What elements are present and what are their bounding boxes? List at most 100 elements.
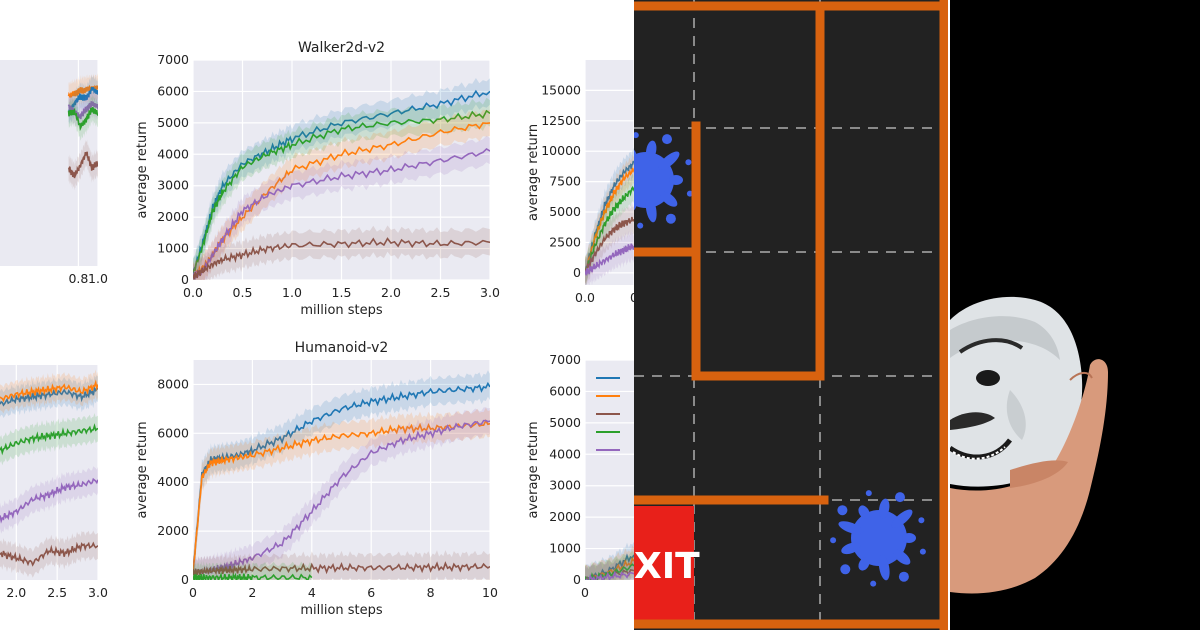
confidence-band xyxy=(193,225,490,280)
chart-left-partial-bottom: 2.0 2.5 3.0 xyxy=(0,365,108,600)
confidence-band xyxy=(193,135,490,280)
y-tick-label: 4000 xyxy=(549,446,581,461)
series-line xyxy=(193,561,490,576)
chart-left-partial-top: 0.8 1.0 xyxy=(0,60,108,286)
series-line xyxy=(0,379,98,403)
paint-splat-icon xyxy=(634,132,693,229)
confidence-band xyxy=(68,94,98,141)
x-tick-label: 1.5 xyxy=(332,285,352,300)
chart-walker2d: 0 1000 2000 3000 4000 5000 6000 7000 0.0 0.5 1.0 1.… xyxy=(135,40,500,318)
confidence-band xyxy=(193,407,490,580)
x-tick-label: 4 xyxy=(308,585,316,600)
y-tick-label: 6000 xyxy=(157,83,189,98)
y-tick-label: 0 xyxy=(573,572,581,587)
x-tick-label: 2.0 xyxy=(381,285,401,300)
chart-humanoid: 0 2000 4000 6000 8000 0 2 4 6 8 10 Humanoid-v2 milli… xyxy=(135,340,498,618)
x-tick-label: 1.0 xyxy=(282,285,302,300)
series-line xyxy=(67,86,98,113)
y-tick-label: 6000 xyxy=(157,425,189,440)
y-tick-label: 5000 xyxy=(549,415,581,430)
y-tick-label: 7000 xyxy=(549,352,581,367)
confidence-band xyxy=(0,530,98,578)
series-line xyxy=(67,151,98,179)
y-tick-label: 6000 xyxy=(549,383,581,398)
exit-tile xyxy=(634,506,694,624)
series-line xyxy=(0,477,98,524)
series-line xyxy=(193,571,313,580)
series-line xyxy=(193,148,490,280)
x-tick-label: 0 xyxy=(189,585,197,600)
paint-splat-icon xyxy=(830,490,926,587)
y-tick-label: 0 xyxy=(573,265,581,280)
y-tick-label: 1000 xyxy=(549,541,581,556)
y-tick-label: 2000 xyxy=(157,523,189,538)
x-tick-label: 6 xyxy=(367,585,375,600)
y-tick-label: 2000 xyxy=(157,209,189,224)
confidence-band xyxy=(193,370,490,580)
series-line xyxy=(585,216,634,275)
x-tick-label: 0.0 xyxy=(183,285,203,300)
chart-title: Walker2d-v2 xyxy=(298,40,385,56)
x-tick-label: 2.0 xyxy=(6,585,26,600)
series-line xyxy=(585,185,634,273)
x-tick-label: 1.0 xyxy=(88,271,108,286)
x-tick-label: 3.0 xyxy=(480,285,500,300)
confidence-band xyxy=(585,154,634,285)
y-tick-label: 0 xyxy=(181,572,189,587)
y-tick-label: 7000 xyxy=(157,52,189,67)
confidence-band xyxy=(193,97,490,280)
y-tick-label: 4000 xyxy=(157,474,189,489)
series-line xyxy=(193,419,490,571)
series-line xyxy=(585,243,634,276)
x-tick-label: 2.5 xyxy=(47,585,67,600)
y-tick-label: 5000 xyxy=(549,204,581,219)
x-tick-label: 0 xyxy=(581,585,589,600)
maze-walls xyxy=(634,0,950,630)
series-line xyxy=(193,89,490,274)
confidence-band xyxy=(0,375,98,418)
guy-fawkes-mask-in-hand-icon xyxy=(950,296,1108,594)
y-tick-label: 2000 xyxy=(549,509,581,524)
y-axis-label: average return xyxy=(135,421,150,518)
exit-label: XIT xyxy=(634,546,700,587)
series-line xyxy=(193,237,490,280)
y-axis-label: average return xyxy=(526,124,541,221)
y-axis-label: average return xyxy=(135,121,150,218)
confidence-band xyxy=(68,139,98,191)
mask-hand-image xyxy=(950,0,1200,630)
x-axis-label: million steps xyxy=(300,303,383,318)
series-line xyxy=(0,541,98,567)
x-tick-label: 0.8 xyxy=(68,271,88,286)
plot-area xyxy=(193,360,490,580)
series-line xyxy=(0,423,98,456)
series-line xyxy=(193,122,490,279)
y-tick-label: 4000 xyxy=(157,146,189,161)
x-tick-label: 10 xyxy=(482,585,498,600)
chart-title: Humanoid-v2 xyxy=(295,340,389,356)
confidence-band xyxy=(0,413,98,466)
y-tick-label: 12500 xyxy=(541,113,581,128)
y-tick-label: 2500 xyxy=(549,234,581,249)
y-tick-label: 3000 xyxy=(157,178,189,193)
y-tick-label: 10000 xyxy=(541,143,581,158)
series-line xyxy=(193,109,490,273)
y-tick-label: 0 xyxy=(181,272,189,287)
confidence-band xyxy=(585,545,634,580)
series-line xyxy=(585,167,634,272)
x-tick-label: 0.5 xyxy=(233,285,253,300)
y-tick-label: 15000 xyxy=(541,82,581,97)
x-tick-label: 0.0 xyxy=(575,290,595,305)
y-tick-label: 7500 xyxy=(549,174,581,189)
maze-game: XIT xyxy=(634,0,950,630)
x-tick-label: 2 xyxy=(248,585,256,600)
x-tick-label: 3.0 xyxy=(88,585,108,600)
x-tick-label: 8 xyxy=(427,585,435,600)
chart-right-partial-top: 0 2500 5000 7500 10000 12500 15000 0.0 0 average … xyxy=(526,60,634,305)
x-axis-label: million steps xyxy=(300,603,383,618)
y-tick-label: 8000 xyxy=(157,376,189,391)
confidence-band xyxy=(193,109,490,280)
y-tick-label: 1000 xyxy=(157,241,189,256)
series-line xyxy=(585,570,634,580)
x-tick-label: 2.5 xyxy=(431,285,451,300)
